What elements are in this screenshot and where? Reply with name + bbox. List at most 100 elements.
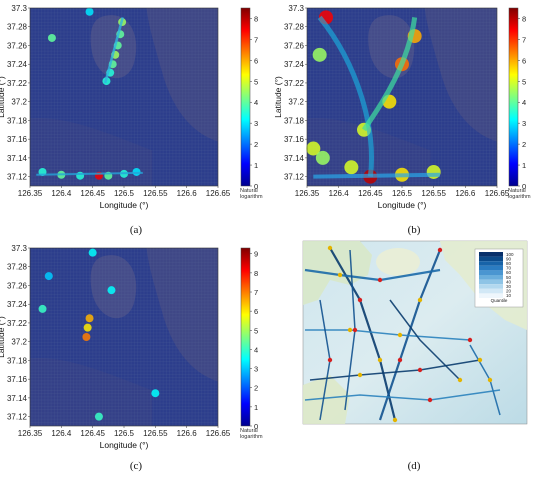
island	[376, 248, 420, 276]
colorbar-tick-label-c-8: 8	[254, 269, 258, 278]
colorbar-label-line2-a: logarithm	[240, 194, 263, 200]
x-axis-label-c: Longitude (°)	[100, 440, 149, 450]
grid-overlay-c	[30, 248, 218, 426]
quantile-swatch-7	[479, 284, 503, 289]
x-tick-label-c-4: 126.55	[143, 429, 168, 438]
x-tick-label-c-2: 126.45	[80, 429, 105, 438]
x-tick-label-a-3: 126.5	[114, 189, 135, 198]
land-area-west	[303, 241, 372, 305]
y-tick-label-b-3: 37.18	[284, 116, 305, 125]
colorbar-tick-label-b-7: 7	[522, 35, 526, 44]
quantile-label-8: 20	[506, 289, 512, 294]
x-tick-label-a-6: 126.65	[206, 189, 231, 198]
colorbar-tick-label-c-5: 5	[254, 326, 258, 335]
caption-d: (d)	[408, 460, 421, 472]
route-point-2	[377, 357, 383, 363]
land-area-south	[303, 375, 350, 424]
y-tick-label-c-6: 37.24	[7, 300, 28, 309]
colorbar-tick-label-a-4: 4	[254, 98, 258, 107]
quantile-label-7: 30	[506, 284, 512, 289]
colorbar-tick-label-b-1: 1	[522, 161, 526, 170]
y-tick-label-a-4: 37.2	[11, 98, 27, 107]
y-tick-label-a-3: 37.18	[7, 116, 28, 125]
colorbar-b	[508, 7, 519, 187]
route-point-7	[377, 277, 383, 283]
route-point-6	[337, 272, 343, 278]
route-line-8	[389, 299, 461, 381]
x-tick-label-c-0: 126.35	[18, 429, 43, 438]
quantile-label-3: 70	[506, 266, 512, 271]
y-axis-label-c: Latitude (°)	[0, 316, 6, 358]
quantile-swatch-4	[479, 270, 503, 275]
hotspot-c-0	[85, 314, 94, 323]
colorbar-tick-label-a-6: 6	[254, 56, 258, 65]
x-tick-label-a-0: 126.35	[18, 189, 43, 198]
caption-a: (a)	[130, 224, 143, 236]
colorbar-tick-label-c-3: 3	[254, 365, 258, 374]
y-tick-label-a-6: 37.24	[7, 60, 28, 69]
y-tick-label-a-2: 37.16	[7, 135, 28, 144]
quantile-legend-title: Quantile	[491, 298, 508, 303]
quantile-swatch-8	[479, 288, 503, 294]
y-tick-label-a-7: 37.26	[7, 41, 28, 50]
route-point-15	[487, 377, 493, 383]
route-line-3	[305, 329, 471, 341]
colorbar-tick-label-c-2: 2	[254, 384, 258, 393]
x-tick-label-a-1: 126.4	[51, 189, 72, 198]
grid-overlay-a	[30, 8, 218, 186]
x-tick-label-b-2: 126.45	[358, 189, 383, 198]
colorbar-label-line2-c: logarithm	[240, 434, 263, 440]
x-axis-label-b: Longitude (°)	[378, 200, 427, 210]
x-tick-label-a-4: 126.55	[143, 189, 168, 198]
y-tick-label-b-2: 37.16	[284, 135, 305, 144]
quantile-label-4: 60	[506, 270, 512, 275]
colorbar-tick-label-a-8: 8	[254, 14, 258, 23]
x-tick-label-a-2: 126.45	[80, 189, 105, 198]
x-tick-label-b-0: 126.35	[295, 189, 320, 198]
colorbar-tick-label-b-2: 2	[522, 140, 526, 149]
hotspot-b-3	[315, 150, 330, 165]
colorbar-tick-label-c-9: 9	[254, 250, 258, 259]
route-line-2	[304, 268, 441, 282]
heatmap-panel-b: 126.35 126.4 126.45 126.5 126.55 126.6 126.65 3…	[273, 4, 531, 210]
density-trail-b-3	[313, 172, 441, 179]
colorbar-tick-label-b-8: 8	[522, 14, 526, 23]
colorbar-tick-label-c-6: 6	[254, 307, 258, 316]
grid-overlay-b	[307, 8, 497, 186]
x-tick-label-b-3: 126.5	[392, 189, 413, 198]
density-trail-a-2	[36, 171, 143, 176]
route-point-11	[357, 372, 363, 378]
hotspot-a-11	[76, 171, 85, 180]
route-points	[327, 245, 493, 423]
x-tick-label-b-6: 126.65	[485, 189, 510, 198]
colorbar-label-line1-b: Natural	[508, 188, 526, 194]
y-tick-label-b-4: 37.2	[288, 98, 304, 107]
y-tick-label-b-0: 37.12	[284, 173, 305, 182]
route-point-13	[477, 357, 483, 363]
y-tick-label-c-0: 37.12	[7, 413, 28, 422]
quantile-label-1: 90	[506, 256, 512, 261]
y-tick-label-b-6: 37.24	[284, 60, 305, 69]
y-axis-label-b: Latitude (°)	[273, 76, 283, 118]
y-tick-label-a-5: 37.22	[7, 79, 28, 88]
y-tick-label-c-5: 37.22	[7, 319, 28, 328]
colorbar-c	[240, 247, 251, 427]
heatmap-panel-c: 126.35 126.4 126.45 126.5 126.55 126.6 126.65 3…	[0, 244, 263, 450]
route-point-8	[347, 327, 353, 333]
y-tick-label-a-1: 37.14	[7, 154, 28, 163]
x-tick-label-a-5: 126.6	[177, 189, 198, 198]
y-tick-label-c-2: 37.16	[7, 375, 28, 384]
route-point-9	[397, 332, 403, 338]
colorbar-tick-label-c-4: 4	[254, 345, 258, 354]
route-point-14	[352, 327, 358, 333]
hotspot-c-4	[88, 248, 97, 257]
route-point-18	[327, 357, 333, 363]
caption-b: (b)	[408, 224, 421, 236]
colorbar-tick-label-a-5: 5	[254, 77, 258, 86]
route-point-17	[457, 377, 463, 383]
y-tick-label-b-5: 37.22	[284, 79, 305, 88]
route-point-5	[397, 357, 403, 363]
colorbar-tick-label-c-1: 1	[254, 403, 258, 412]
